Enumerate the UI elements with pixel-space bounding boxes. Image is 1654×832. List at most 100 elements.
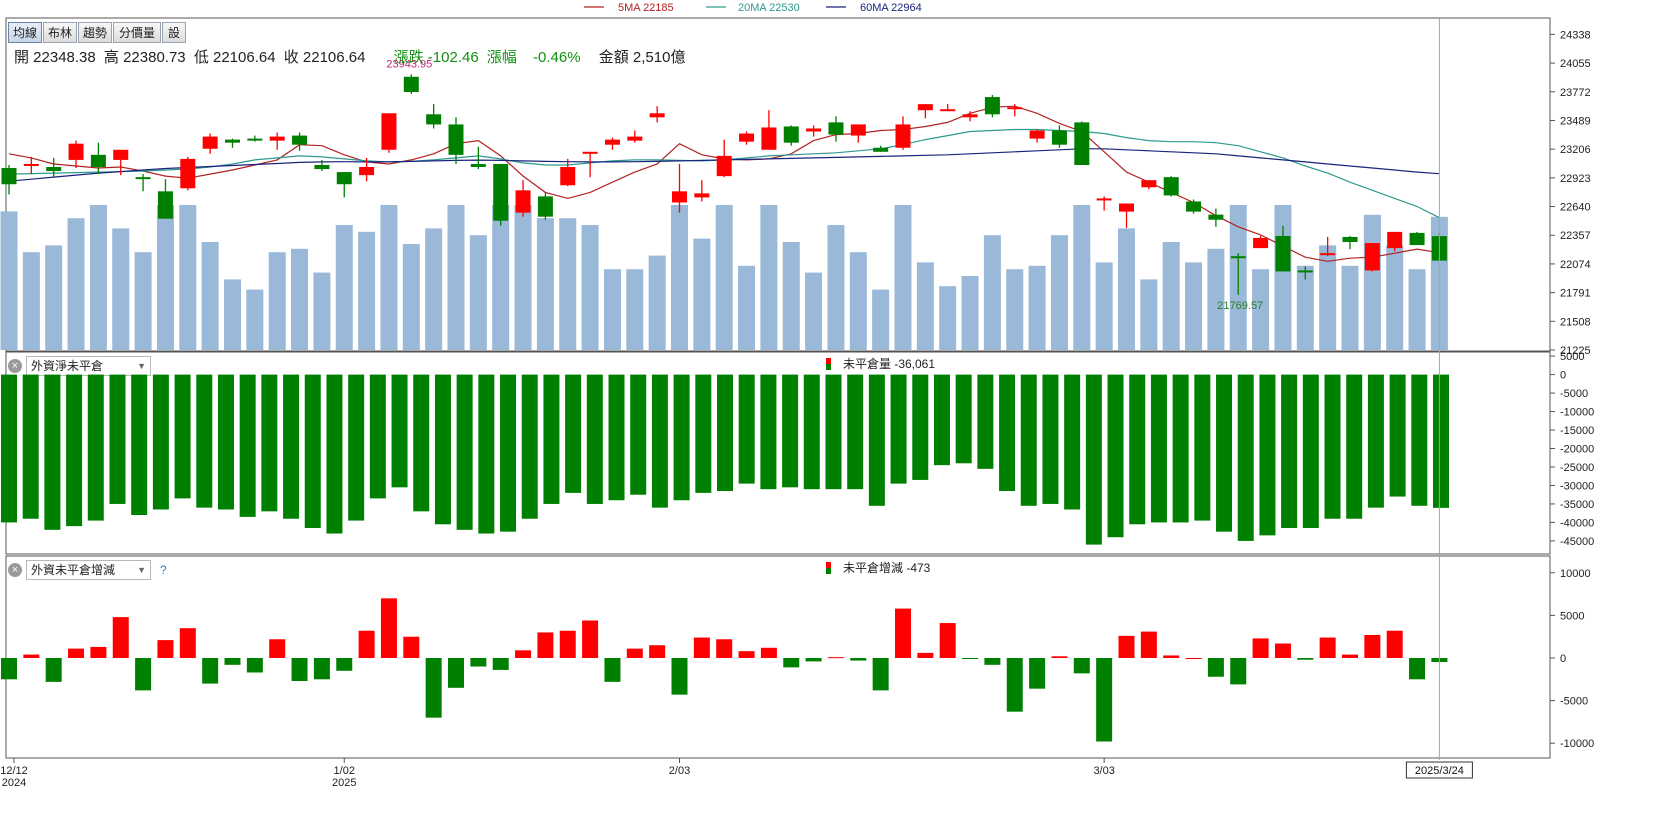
volume-bar xyxy=(89,205,107,350)
ma60-line xyxy=(8,148,1440,182)
price-tick-label: 21225 xyxy=(1560,345,1591,357)
oi-change-bar xyxy=(224,658,241,665)
price-tick-label: 23772 xyxy=(1560,87,1591,99)
candle-body xyxy=(1141,180,1157,188)
candle-body xyxy=(1253,237,1269,249)
candle-body xyxy=(1208,214,1224,220)
oi-tick-label: -15000 xyxy=(1560,425,1594,437)
volume-bar xyxy=(715,205,733,350)
oi-change-bar xyxy=(313,658,330,680)
candle-body xyxy=(761,127,777,150)
candle-body xyxy=(627,136,643,141)
oi-tick-label: 0 xyxy=(1560,370,1566,382)
volume-bar xyxy=(1073,205,1091,350)
candle-body xyxy=(649,113,665,118)
oi-bar xyxy=(847,374,864,490)
oi-change-bar xyxy=(1364,634,1381,658)
oi-bar xyxy=(630,374,647,495)
volume-bar xyxy=(246,289,264,350)
volume-bar xyxy=(0,211,18,350)
oi-tick-label: -45000 xyxy=(1560,536,1594,548)
oi-change-bar xyxy=(291,658,308,682)
panel2-selector[interactable]: 外資淨未平倉 ▼ xyxy=(26,356,151,376)
oi-change-bar xyxy=(336,658,353,671)
volume-bar xyxy=(1006,269,1024,350)
chevron-down-icon: ▼ xyxy=(137,361,146,371)
volume-bar xyxy=(738,265,756,350)
oi-bar xyxy=(1,374,17,523)
tab-price-volume[interactable]: 分價量 xyxy=(113,22,161,43)
volume-bar xyxy=(402,244,420,350)
help-icon[interactable]: ? xyxy=(160,563,167,577)
volume-bar xyxy=(1386,245,1404,350)
candle-body xyxy=(403,76,419,92)
oi-change-bar xyxy=(805,658,822,662)
oichg-legend-label: 未平倉增減 -473 xyxy=(843,560,931,575)
candle-body xyxy=(716,155,732,177)
tab-settings[interactable]: 設 xyxy=(162,22,186,43)
tab-bollinger[interactable]: 布林 xyxy=(43,22,77,43)
oi-bar xyxy=(326,374,343,534)
panel2-selector-label: 外資淨未平倉 xyxy=(31,359,104,373)
candle-body xyxy=(1119,203,1134,212)
oi-change-tick-label: 0 xyxy=(1560,653,1566,665)
oi-change-bar xyxy=(492,658,509,670)
oi-tick-label: -40000 xyxy=(1560,517,1594,529)
volume-bar xyxy=(1341,265,1359,350)
oi-axis: 5000 0 -5000 -10000 -15000 -20000 -25000 -30000… xyxy=(1550,351,1594,548)
oi-bar xyxy=(261,374,278,512)
oi-change-bar xyxy=(827,657,844,659)
volume-bar xyxy=(179,205,197,350)
oi-change-tick-label: -5000 xyxy=(1560,696,1588,708)
candle-body xyxy=(850,124,866,136)
volume-bar xyxy=(693,238,711,350)
panel3-close-icon[interactable]: × xyxy=(8,563,22,577)
low-value: 低 22106.64 xyxy=(193,49,276,66)
oi-bar xyxy=(1237,374,1254,541)
oi-bar xyxy=(1411,374,1428,506)
candle-body xyxy=(314,164,330,170)
volume-bar xyxy=(671,205,688,350)
oi-change-bar xyxy=(202,658,219,684)
oi-change-bar xyxy=(157,640,174,658)
oi-panel-frame xyxy=(5,351,1551,555)
oi-tick-label: 5000 xyxy=(1560,351,1584,363)
candle-body xyxy=(783,126,799,143)
panel3-selector[interactable]: 外資未平倉增減 ▼ xyxy=(26,560,151,580)
candle-body xyxy=(828,122,844,135)
oi-change-bar xyxy=(1140,631,1157,658)
oi-change-bar xyxy=(693,637,710,658)
ma60-legend-label: 60MA 22964 xyxy=(860,2,922,14)
oi-change-bar xyxy=(425,658,442,718)
oi-bar xyxy=(1194,374,1211,521)
candle-body xyxy=(90,154,106,168)
candle-body xyxy=(448,124,464,155)
oi-change-bar xyxy=(470,658,487,667)
oi-bar xyxy=(1107,374,1124,538)
oi-tick-label: -10000 xyxy=(1560,407,1594,419)
candle-body xyxy=(113,149,129,160)
candle-body xyxy=(470,163,486,168)
oi-bar xyxy=(283,374,300,519)
oi-change-bar xyxy=(917,652,934,658)
panel2-close-icon[interactable]: × xyxy=(8,359,22,373)
oi-bar xyxy=(586,374,603,504)
oi-bar xyxy=(760,374,777,490)
oi-change-tick-label: 10000 xyxy=(1560,568,1591,580)
tab-ma[interactable]: 均線 xyxy=(8,22,42,43)
ma20-legend-label: 20MA 22530 xyxy=(738,2,800,14)
volume-bar xyxy=(961,276,979,350)
volume-bar xyxy=(112,228,130,350)
volume-bar xyxy=(224,279,241,350)
oi-change-bar xyxy=(403,636,420,658)
oi-bar xyxy=(890,374,907,484)
candle-body xyxy=(1186,201,1202,212)
oi-bar xyxy=(1150,374,1167,523)
date-tick-label: 3/03 xyxy=(1093,765,1114,777)
candle-body xyxy=(1074,122,1090,165)
oi-bar xyxy=(1042,374,1059,504)
tab-trend[interactable]: 趨勢 xyxy=(78,22,112,43)
volume-bar xyxy=(268,252,286,350)
oi-change-bar xyxy=(1431,658,1448,663)
